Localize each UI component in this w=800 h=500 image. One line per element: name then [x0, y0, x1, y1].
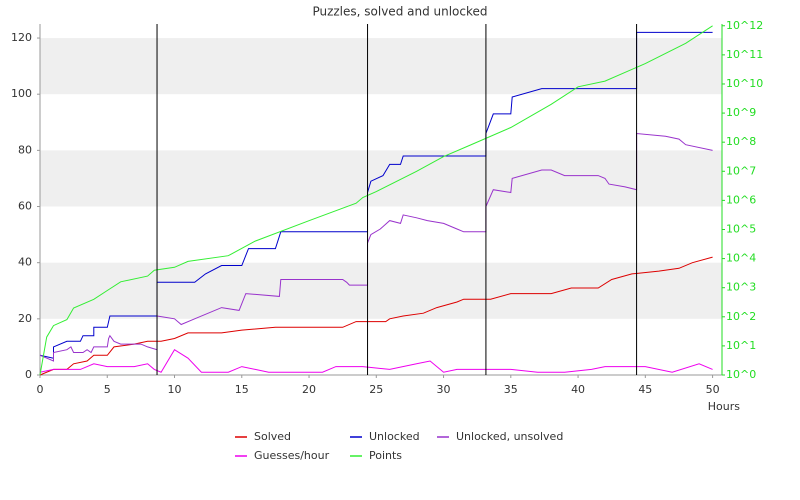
x-tick-label: 30 — [437, 383, 451, 396]
legend-label: Unlocked, unsolved — [456, 430, 563, 443]
y2-tick-label: 10^6 — [726, 193, 756, 206]
legend-label: Solved — [254, 430, 291, 443]
y2-tick-label: 10^1 — [726, 339, 756, 352]
y2-tick-label: 10^11 — [726, 48, 763, 61]
x-tick-label: 50 — [706, 383, 720, 396]
grid-band — [40, 150, 722, 207]
x-tick-label: 5 — [104, 383, 111, 396]
y2-tick-label: 10^12 — [726, 19, 763, 32]
y2-tick-label: 10^0 — [726, 368, 756, 381]
y2-tick-label: 10^5 — [726, 222, 756, 235]
legend-label: Unlocked — [369, 430, 420, 443]
x-tick-label: 15 — [235, 383, 249, 396]
grid-band — [40, 262, 722, 319]
y-tick-label: 40 — [18, 256, 32, 269]
series-line — [39, 132, 713, 362]
y2-tick-label: 10^4 — [726, 252, 756, 265]
x-tick-label: 20 — [302, 383, 316, 396]
y-tick-label: 60 — [18, 200, 32, 213]
y-tick-label: 20 — [18, 312, 32, 325]
series-line — [39, 349, 713, 373]
series-line — [39, 31, 713, 359]
series-line — [39, 25, 713, 376]
y2-tick-label: 10^7 — [726, 164, 756, 177]
y-tick-label: 100 — [11, 87, 32, 100]
x-tick-label: 40 — [571, 383, 585, 396]
grid-band — [40, 38, 722, 95]
y2-tick-label: 10^10 — [726, 77, 763, 90]
x-tick-label: 25 — [369, 383, 383, 396]
y-tick-label: 80 — [18, 143, 32, 156]
y2-tick-label: 10^9 — [726, 106, 756, 119]
x-axis-label: Hours — [708, 400, 740, 413]
y2-tick-label: 10^8 — [726, 135, 756, 148]
y2-tick-label: 10^2 — [726, 310, 756, 323]
series-line — [39, 256, 713, 376]
x-tick-label: 10 — [168, 383, 182, 396]
y-tick-label: 120 — [11, 31, 32, 44]
y2-tick-label: 10^3 — [726, 281, 756, 294]
x-tick-label: 0 — [37, 383, 44, 396]
y-tick-label: 0 — [25, 368, 32, 381]
legend-label: Guesses/hour — [254, 449, 330, 462]
x-tick-label: 35 — [504, 383, 518, 396]
legend-label: Points — [369, 449, 402, 462]
x-tick-label: 45 — [638, 383, 652, 396]
chart-title: Puzzles, solved and unlocked — [312, 5, 487, 19]
